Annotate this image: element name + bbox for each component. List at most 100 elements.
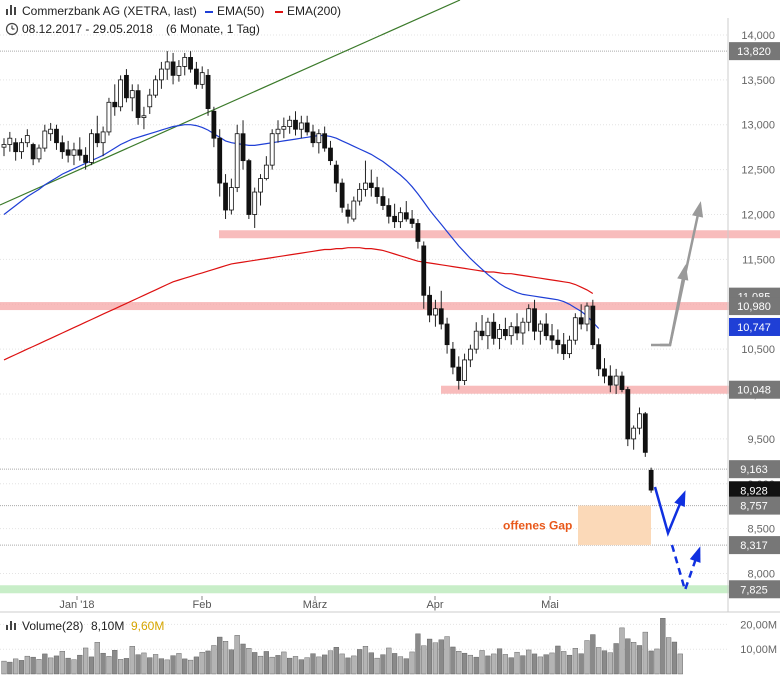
price-tag: 10,747 bbox=[729, 317, 780, 336]
volume-bar bbox=[30, 656, 36, 675]
candle bbox=[403, 201, 409, 222]
candle bbox=[275, 120, 281, 143]
volume-bar bbox=[129, 646, 135, 675]
candle bbox=[619, 371, 625, 393]
candle bbox=[164, 51, 170, 80]
volume-bar bbox=[1, 660, 7, 675]
y-tick-label: 13,000 bbox=[741, 120, 775, 132]
volume-bar bbox=[48, 657, 54, 675]
trend-line bbox=[0, 0, 461, 206]
volume-bar bbox=[71, 659, 77, 675]
volume-bar bbox=[485, 655, 491, 675]
volume-bar bbox=[514, 651, 520, 675]
candle bbox=[561, 332, 567, 360]
volume-bar bbox=[298, 659, 304, 675]
volume-bar bbox=[584, 640, 590, 675]
volume-bar bbox=[316, 656, 322, 675]
candle bbox=[386, 198, 392, 224]
candle bbox=[246, 158, 252, 219]
volume-bar bbox=[123, 658, 130, 675]
price-tag-label: 13,820 bbox=[737, 46, 771, 58]
volume-bar bbox=[357, 649, 363, 675]
volume-bar bbox=[304, 657, 310, 675]
candle bbox=[537, 320, 543, 345]
candle bbox=[567, 335, 572, 359]
volume-bar bbox=[24, 655, 30, 675]
volume-bar bbox=[77, 654, 83, 675]
volume-title: Volume(28) bbox=[22, 619, 83, 633]
gap-close-arrow bbox=[670, 544, 701, 595]
candle bbox=[135, 84, 141, 125]
price-tag: 10,980 bbox=[729, 297, 780, 316]
volume-bar bbox=[671, 641, 678, 675]
volume-bar bbox=[252, 652, 258, 675]
candle bbox=[433, 299, 438, 327]
volume-bar bbox=[409, 651, 415, 675]
candle bbox=[182, 52, 188, 76]
candle bbox=[596, 338, 602, 377]
volume-bar bbox=[386, 647, 392, 675]
candle bbox=[217, 129, 223, 197]
volume-bar bbox=[473, 656, 479, 675]
volume-bar bbox=[135, 654, 141, 675]
y-tick-label: 12,000 bbox=[741, 210, 775, 222]
volume-bar bbox=[421, 645, 427, 675]
candle bbox=[228, 178, 234, 215]
volume-bar bbox=[187, 659, 194, 675]
x-axis: Jan '18 Feb März Apr Mai bbox=[59, 596, 559, 611]
price-tag: 13,820 bbox=[729, 42, 780, 61]
price-tag-label: 7,825 bbox=[740, 584, 768, 596]
volume-bar bbox=[263, 651, 269, 675]
support-band bbox=[219, 230, 780, 239]
price-tag-label: 10,048 bbox=[737, 385, 771, 397]
volume-bar bbox=[426, 638, 433, 675]
volume-bar bbox=[94, 642, 100, 675]
candle bbox=[211, 106, 217, 148]
x-tick-label: Jan '18 bbox=[59, 599, 94, 611]
candle bbox=[497, 324, 502, 350]
support-resistance-bands bbox=[0, 230, 780, 594]
volume-bar bbox=[193, 656, 199, 675]
candle bbox=[526, 304, 532, 332]
candle bbox=[625, 386, 631, 447]
volume-bar bbox=[351, 655, 357, 675]
volume-value: 8,10M bbox=[91, 619, 124, 633]
candle bbox=[339, 178, 345, 213]
volume-bar bbox=[100, 652, 106, 675]
volume-bar bbox=[42, 653, 48, 675]
candle bbox=[456, 356, 462, 390]
candle bbox=[188, 51, 193, 73]
candle bbox=[263, 156, 269, 181]
candle bbox=[223, 174, 228, 219]
y-tick-label: 12,500 bbox=[741, 165, 775, 177]
candle bbox=[374, 176, 380, 204]
bar-chart-icon bbox=[6, 621, 16, 630]
candle bbox=[631, 425, 637, 450]
price-tag-label: 8,317 bbox=[740, 540, 768, 552]
candle bbox=[234, 124, 240, 193]
candle bbox=[124, 69, 129, 103]
y-tick-label: 11,500 bbox=[742, 254, 775, 266]
ema200-line bbox=[3, 247, 594, 361]
candle bbox=[106, 97, 112, 136]
candle bbox=[555, 329, 561, 354]
candle bbox=[462, 353, 467, 386]
bullish-arrow-target bbox=[660, 201, 704, 347]
candle bbox=[71, 142, 77, 166]
price-tag: 9,163 bbox=[729, 460, 780, 479]
candle bbox=[607, 365, 613, 393]
volume-bar bbox=[438, 639, 444, 675]
volume-bar bbox=[654, 648, 660, 675]
volume-bar bbox=[59, 650, 65, 675]
candle bbox=[269, 129, 275, 170]
volume-bar bbox=[508, 657, 514, 675]
candle bbox=[153, 75, 158, 98]
volume-bar bbox=[666, 637, 672, 675]
chart-title: Commerzbank AG (XETRA, last) bbox=[22, 4, 197, 18]
price-tag-label: 8,757 bbox=[740, 501, 768, 513]
candle bbox=[83, 147, 89, 170]
volume-bar bbox=[444, 636, 450, 675]
volume-bar bbox=[147, 657, 153, 675]
volume-bar bbox=[170, 655, 176, 675]
volume-bar bbox=[415, 633, 421, 675]
